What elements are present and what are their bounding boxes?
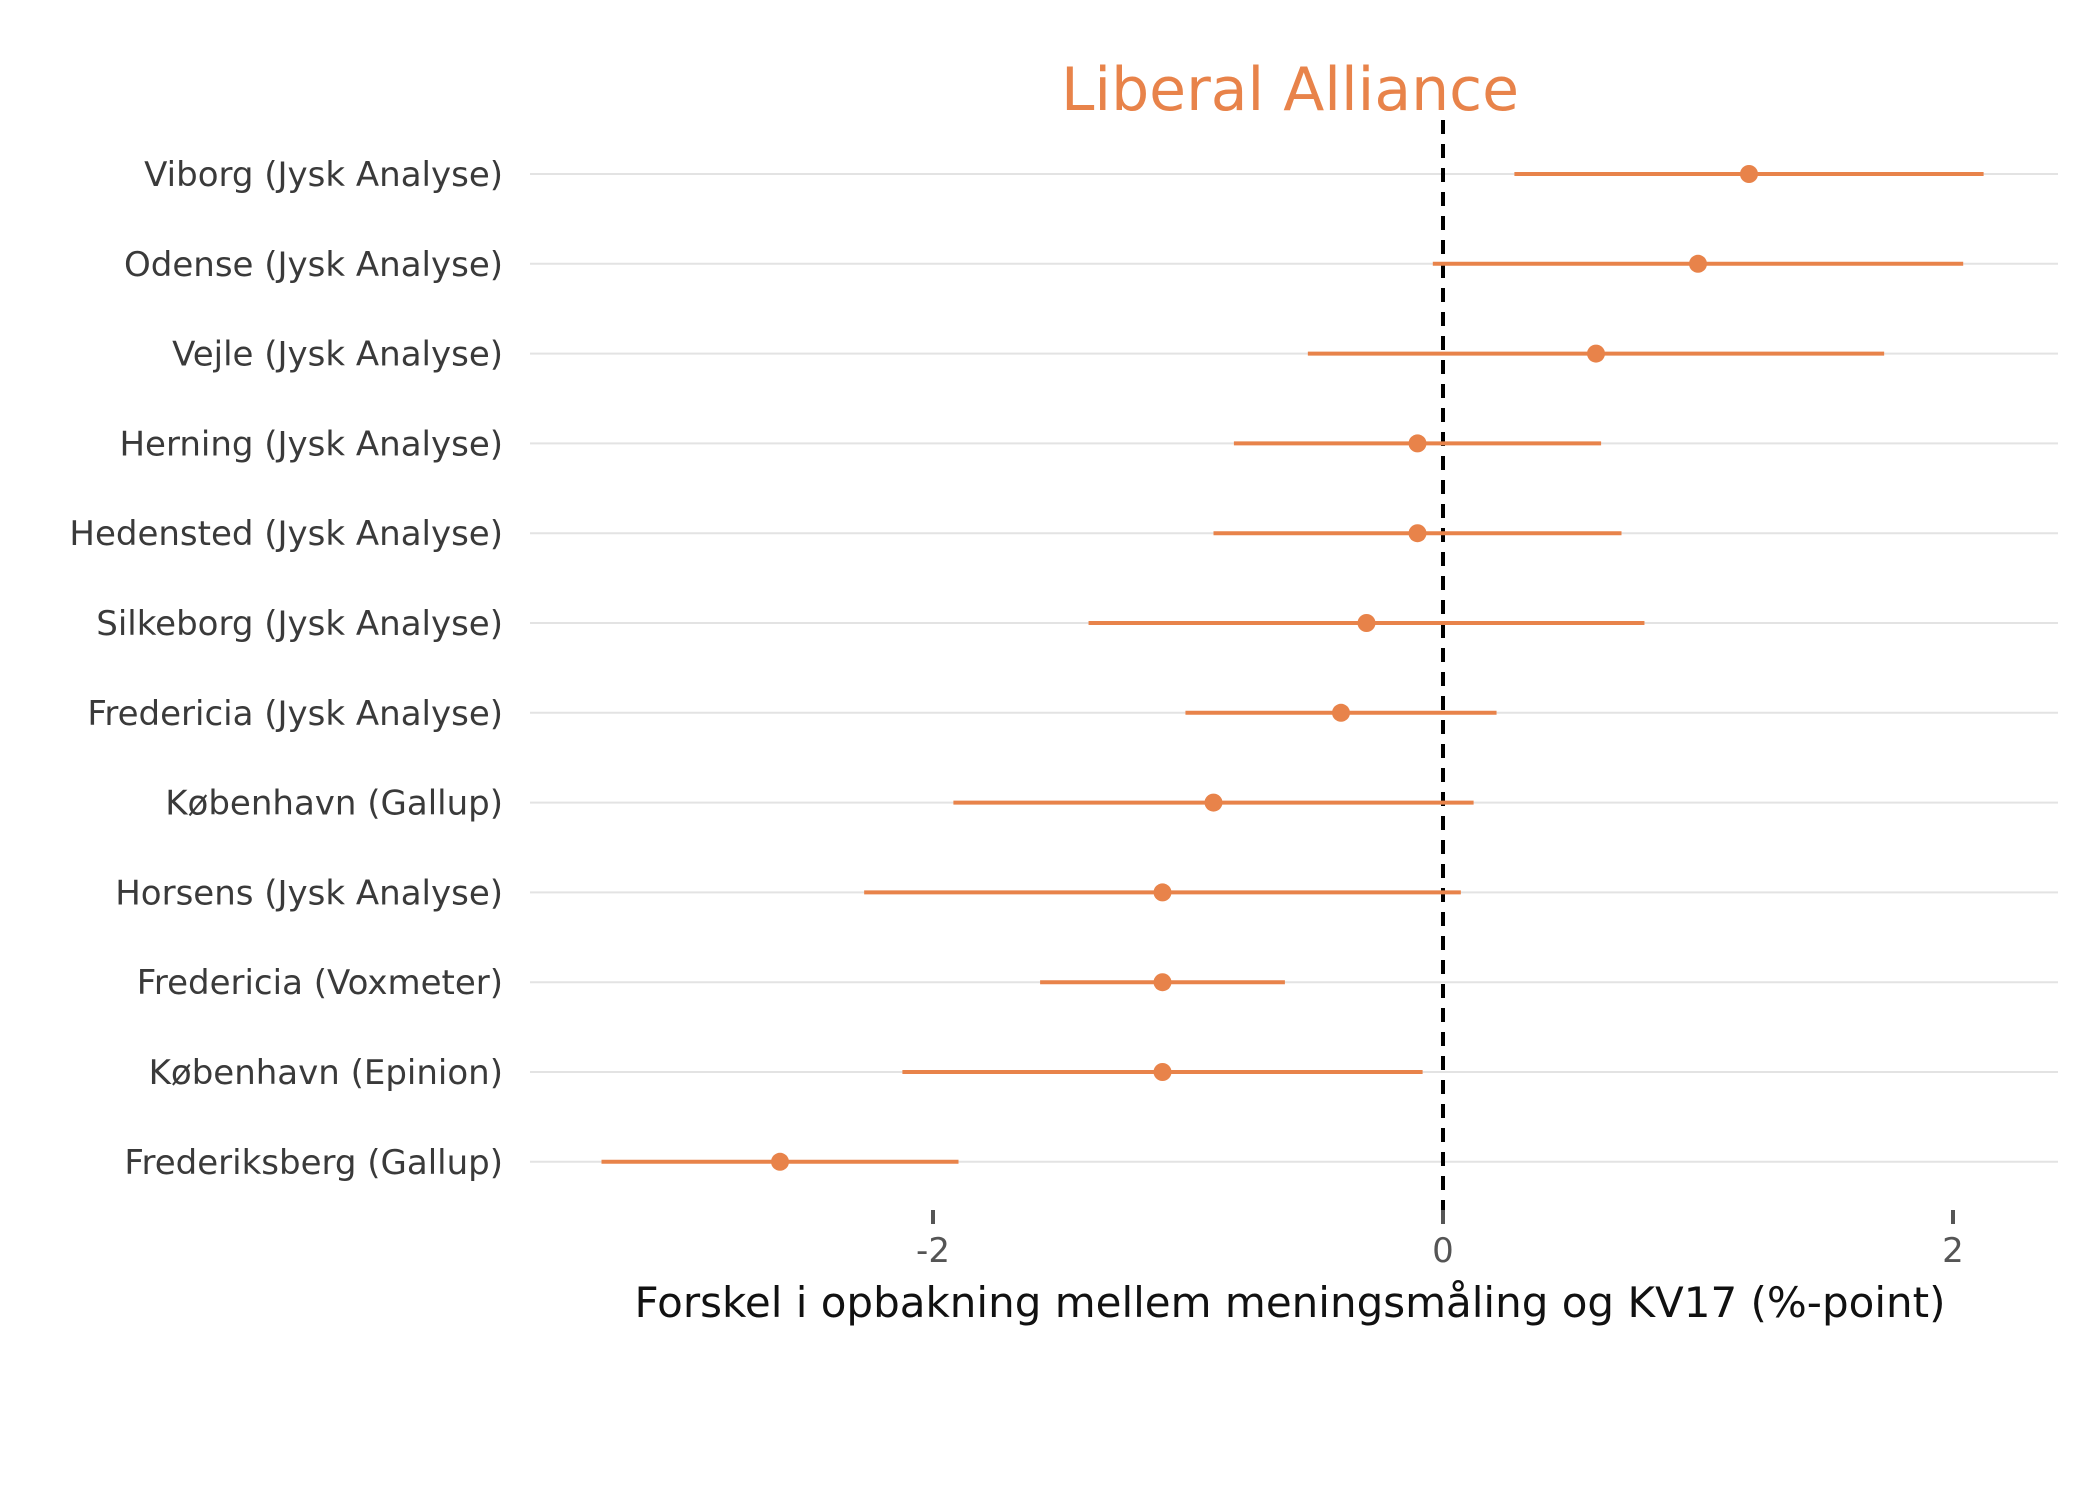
y-tick-label: Fredericia (Jysk Analyse) — [87, 694, 503, 734]
estimate-point — [1153, 1063, 1172, 1081]
x-tick-label: -2 — [916, 1231, 950, 1271]
estimate-point — [1332, 703, 1350, 722]
estimate-point — [1357, 614, 1376, 632]
y-tick-label: Vejle (Jysk Analyse) — [172, 335, 503, 375]
y-tick-label: Viborg (Jysk Analyse) — [144, 155, 503, 195]
estimate-point — [1740, 165, 1758, 183]
y-tick-label: Silkeborg (Jysk Analyse) — [96, 604, 503, 644]
y-tick-label: Horsens (Jysk Analyse) — [115, 873, 503, 913]
y-tick-label: København (Gallup) — [165, 784, 503, 824]
y-axis-labels: Viborg (Jysk Analyse) Odense (Jysk Analys… — [69, 155, 503, 1183]
y-tick-label: Odense (Jysk Analyse) — [124, 245, 503, 285]
x-tick-label: 0 — [1432, 1231, 1454, 1271]
y-tick-label: Hedensted (Jysk Analyse) — [69, 514, 503, 554]
chart-title: Liberal Alliance — [1061, 55, 1519, 125]
estimate-point — [1408, 434, 1427, 453]
x-axis-title: Forskel i opbakning mellem meningsmåling… — [635, 1278, 1946, 1327]
estimate-point — [1408, 524, 1427, 543]
y-tick-label: København (Epinion) — [149, 1053, 503, 1093]
estimate-point — [1204, 793, 1223, 812]
estimate-point — [771, 1152, 789, 1171]
y-tick-label: Frederiksberg (Gallup) — [124, 1143, 503, 1183]
y-tick-label: Herning (Jysk Analyse) — [119, 424, 503, 464]
gridlines — [530, 173, 2058, 1163]
estimate-point — [1587, 344, 1605, 363]
x-tick-label: 2 — [1942, 1231, 1964, 1271]
estimate-point — [1153, 883, 1172, 902]
data-marks — [601, 165, 1984, 1171]
estimate-point — [1689, 254, 1707, 273]
y-tick-label: Fredericia (Voxmeter) — [137, 963, 503, 1003]
x-axis: -2 0 2 — [916, 1210, 1964, 1271]
estimate-point — [1153, 973, 1172, 992]
